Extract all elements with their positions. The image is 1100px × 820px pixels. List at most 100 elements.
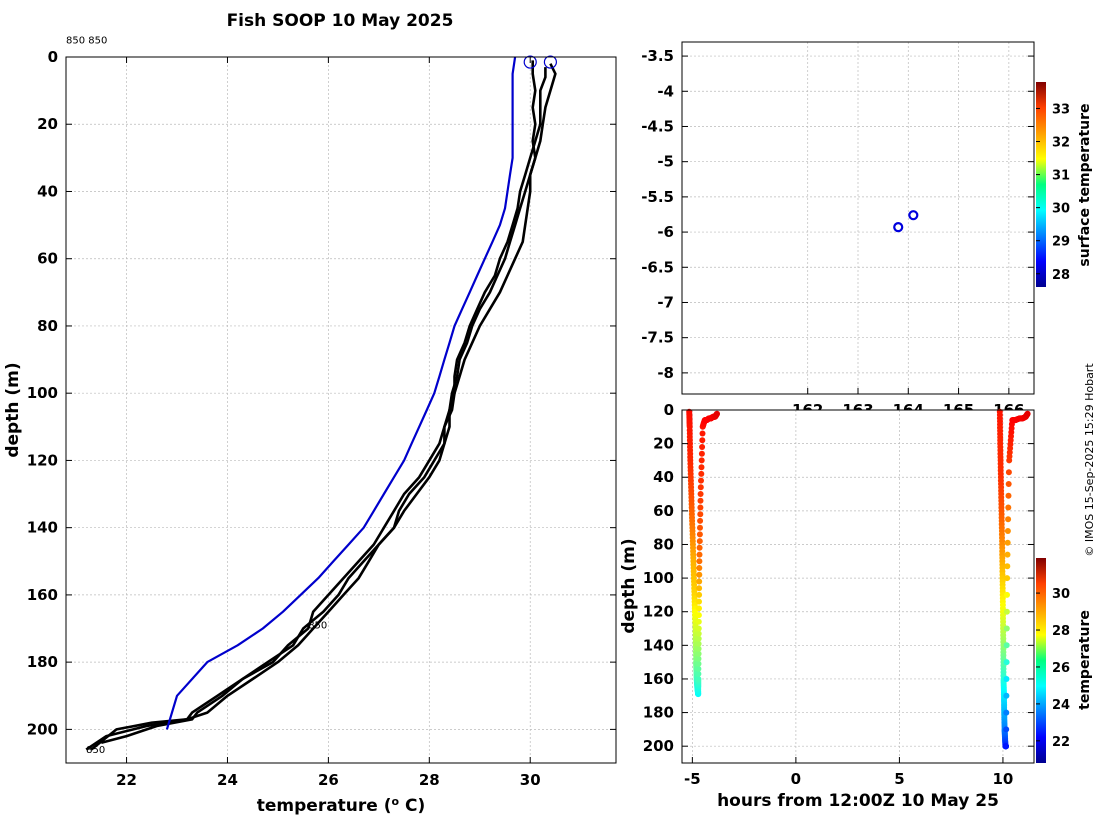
section-point (1004, 563, 1011, 570)
surface-temperature-colorbar-tick-label: 32 (1052, 136, 1070, 151)
section-y-axis-label: depth (m) (619, 538, 639, 633)
map-y-tick-label: -7 (657, 293, 674, 311)
surface-temperature-colorbar-tick-label: 31 (1052, 169, 1070, 184)
section-y-tick-label: 120 (643, 603, 674, 621)
section-point (1004, 539, 1011, 546)
section-point (1004, 551, 1011, 558)
map-ticks: 162163164165166-3.5-4-4.5-5-5.5-6-6.5-7-… (641, 47, 1034, 419)
map-y-tick-label: -4.5 (641, 117, 674, 135)
profile-x-tick-label: 26 (318, 771, 339, 789)
section-point (699, 430, 706, 437)
section-y-tick-label: 160 (643, 670, 674, 688)
section-point (1003, 743, 1009, 750)
section-point (696, 544, 703, 551)
map-y-tick-label: -7.5 (641, 329, 674, 347)
section-y-tick-label: 100 (643, 569, 674, 587)
profile-x-tick-label: 30 (520, 771, 541, 789)
section-point (697, 517, 704, 524)
profile-y-axis-label: depth (m) (3, 362, 23, 457)
profile-y-tick-label: 160 (27, 586, 58, 604)
profile-annotation: 850 (308, 621, 327, 632)
section-point (1003, 642, 1010, 649)
section-point (696, 585, 703, 592)
profile-series-line (90, 60, 537, 751)
map-y-tick-label: -8 (657, 364, 674, 382)
section-point (1003, 709, 1010, 716)
section-point (1003, 726, 1010, 733)
profile-y-tick-label: 140 (27, 519, 58, 537)
temperature-colorbar-ticks: 22 24 26 28 30 (1036, 587, 1070, 750)
section-y-tick-label: 140 (643, 636, 674, 654)
section-point (696, 538, 703, 545)
section-point (1005, 492, 1012, 499)
section-points (686, 408, 1031, 750)
surface-temperature-colorbar-tick-label: 33 (1052, 102, 1070, 117)
profile-x-tick-label: 22 (116, 771, 137, 789)
section-y-tick-label: 200 (643, 737, 674, 755)
section-y-tick-label: 40 (653, 468, 674, 486)
profile-lines: 850 850 850 850 (66, 36, 558, 756)
section-point (695, 645, 702, 652)
temperature-colorbar (1036, 558, 1046, 763)
section-point (1005, 516, 1012, 523)
map-y-tick-label: -6 (657, 223, 674, 241)
section-point (696, 565, 703, 571)
section-x-tick-label: 0 (791, 770, 801, 788)
section-point (696, 571, 703, 578)
profile-series-line (100, 67, 547, 745)
section-point (695, 655, 702, 662)
section-point (695, 635, 702, 642)
section-x-tick-label: 10 (993, 770, 1014, 788)
surface-temperature-colorbar-tick-label: 28 (1052, 268, 1070, 283)
map-y-tick-label: -5 (657, 153, 674, 171)
profile-y-tick-label: 120 (27, 451, 58, 469)
section-point (696, 605, 702, 612)
profile-y-tick-label: 80 (37, 317, 58, 335)
surface-temperature-colorbar-tick-label: 29 (1052, 235, 1070, 250)
profile-y-tick-label: 60 (37, 250, 58, 268)
map-point (908, 210, 919, 221)
surface-temperature-colorbar-label: surface temperature (1077, 103, 1093, 266)
section-point (698, 477, 704, 484)
section-point (697, 491, 704, 497)
section-point (714, 410, 720, 417)
section-point (696, 551, 703, 558)
profile-series-line (165, 56, 517, 730)
section-point (697, 524, 703, 531)
section-point (1003, 608, 1010, 615)
temperature-colorbar-tick-label: 28 (1052, 624, 1070, 639)
chart-title: Fish SOOP 10 May 2025 (227, 11, 454, 31)
profile-y-tick-label: 100 (27, 384, 58, 402)
profile-annotation: 850 (86, 745, 105, 756)
section-point (1024, 410, 1031, 417)
map-point (893, 222, 904, 233)
section-y-tick-label: 180 (643, 704, 674, 722)
surface-temperature-colorbar-tick-label: 30 (1052, 202, 1070, 217)
section-point (698, 450, 705, 457)
section-y-tick-label: 0 (664, 401, 674, 419)
section-point (695, 676, 702, 682)
section-point (1004, 575, 1011, 582)
profile-x-axis-label: temperature (o C) (257, 795, 426, 817)
profile-y-tick-label: 180 (27, 653, 58, 671)
section-point (695, 618, 702, 625)
profile-ticks: 22 24 26 28 30 0 20 40 60 80 100 120 140 160 180 200 (27, 48, 616, 789)
section-point (695, 660, 702, 667)
section-point (697, 497, 704, 504)
section-x-tick-label: -5 (684, 770, 701, 788)
profile-y-tick-label: 200 (27, 720, 58, 738)
profile-x-tick-label: 24 (217, 771, 238, 789)
section-point (1003, 692, 1010, 699)
section-x-tick-label: 5 (894, 770, 904, 788)
surface-marker (523, 55, 537, 69)
section-point (1005, 469, 1012, 476)
credit-text: © IMOS 15-Sep-2025 15:29 Hobart (1083, 363, 1096, 557)
map-y-tick-label: -5.5 (641, 188, 674, 206)
profile-series-line (85, 63, 557, 751)
section-y-tick-label: 20 (653, 435, 674, 453)
profile-y-tick-label: 0 (48, 48, 58, 66)
section-point (695, 650, 702, 657)
section-point (695, 665, 702, 672)
section-point (699, 437, 706, 444)
